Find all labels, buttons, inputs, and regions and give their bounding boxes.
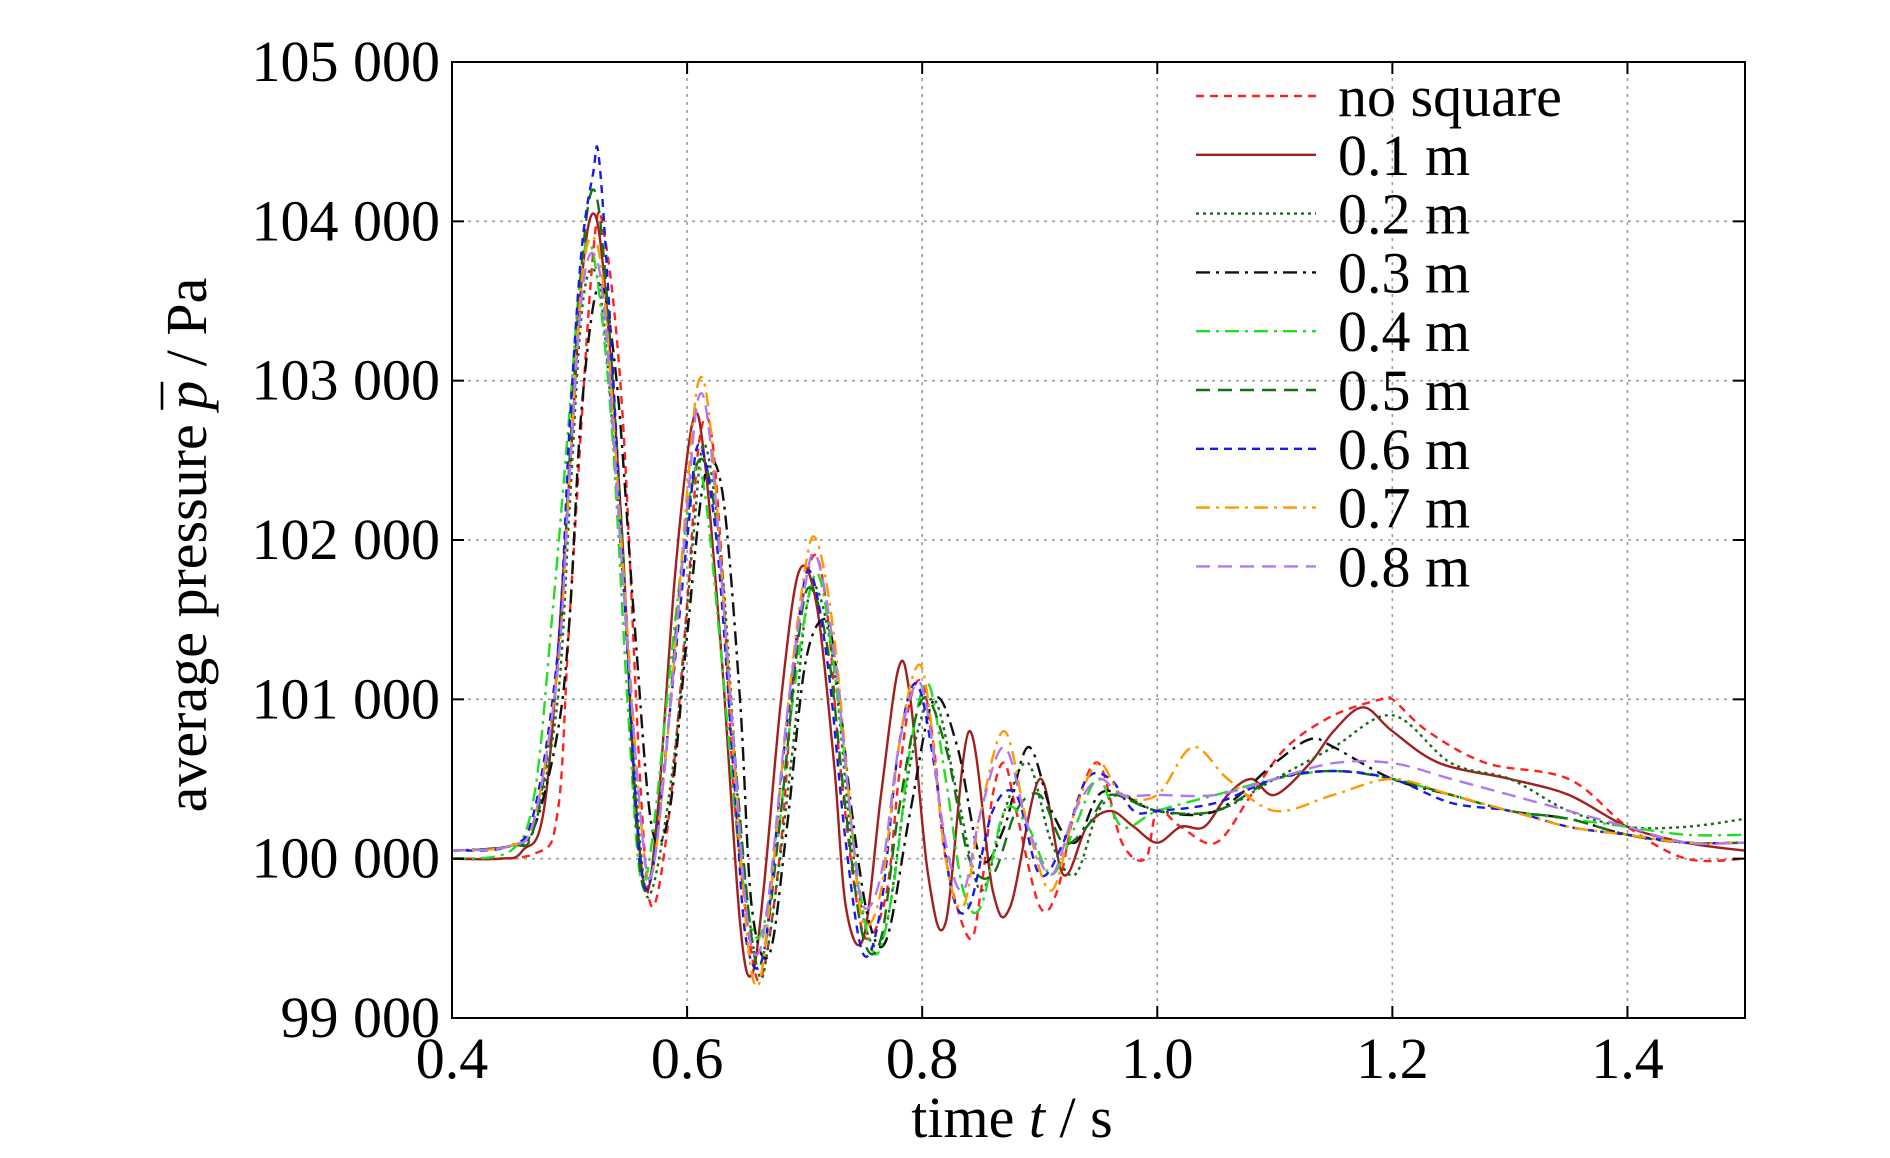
series-line-0-5-m	[452, 188, 1745, 969]
legend-label: 0.3 m	[1338, 240, 1470, 305]
y-tick-label: 99 000	[281, 985, 441, 1050]
x-tick-label: 0.6	[651, 1026, 724, 1091]
x-axis-label: time t / s	[911, 1085, 1112, 1150]
legend-label: 0.7 m	[1338, 476, 1470, 541]
legend-label: 0.4 m	[1338, 299, 1470, 364]
y-tick-label: 105 000	[252, 29, 441, 94]
plot-series	[452, 145, 1745, 988]
legend-label: 0.8 m	[1338, 534, 1470, 599]
x-tick-label: 1.4	[1591, 1026, 1664, 1091]
series-line-0-7-m	[452, 235, 1745, 988]
axis-ticks: 0.4 0.6 0.8 1.0 1.2 1.4 99 000 100 000 101 000 10…	[252, 29, 1745, 1091]
x-tick-label: 1.0	[1121, 1026, 1194, 1091]
y-tick-label: 103 000	[252, 348, 441, 413]
y-tick-label: 100 000	[252, 826, 441, 891]
series-line-0-3-m	[452, 283, 1745, 960]
y-tick-label: 102 000	[252, 507, 441, 572]
series-line-0-4-m	[452, 239, 1745, 956]
series-line-no-square	[452, 210, 1745, 983]
y-axis-label-group: average pressure p / Pa	[154, 278, 219, 813]
y-tick-label: 101 000	[252, 666, 441, 731]
legend-label: 0.1 m	[1338, 123, 1470, 188]
legend-label: 0.5 m	[1338, 358, 1470, 423]
y-tick-label: 104 000	[252, 188, 441, 253]
legend-label: no square	[1338, 64, 1562, 129]
x-tick-label: 0.4	[416, 1026, 489, 1091]
y-axis-label: average pressure p / Pa	[154, 278, 219, 813]
x-tick-label: 1.2	[1356, 1026, 1429, 1091]
series-line-0-6-m	[452, 145, 1745, 970]
legend-label: 0.2 m	[1338, 182, 1470, 247]
x-tick-label: 0.8	[886, 1026, 959, 1091]
series-line-0-8-m	[452, 251, 1745, 957]
legend-label: 0.6 m	[1338, 417, 1470, 482]
